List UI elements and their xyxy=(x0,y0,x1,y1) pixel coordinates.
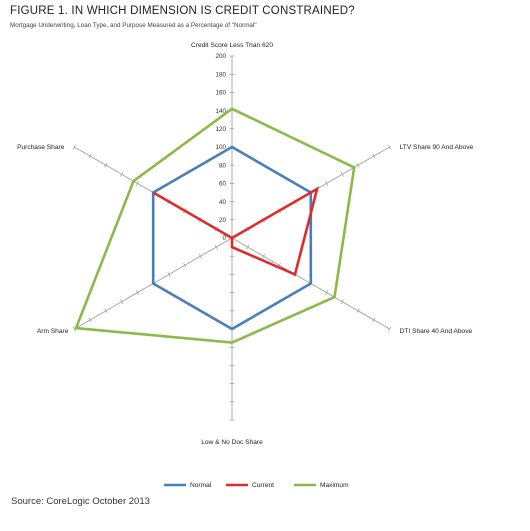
axis-label: Low & No Doc Share xyxy=(201,439,263,446)
axis-tick xyxy=(104,162,108,168)
legend-label-normal: Normal xyxy=(190,482,212,489)
r-tick-label: 20 xyxy=(219,217,227,224)
figure-title: FIGURE 1. IN WHICH DIMENSION IS CREDIT C… xyxy=(10,5,355,17)
axis-tick xyxy=(372,317,376,323)
axis-tick xyxy=(261,253,266,259)
axis-tick xyxy=(198,253,203,259)
axis-tick xyxy=(120,299,124,305)
r-tick-label: 120 xyxy=(215,126,226,133)
r-tick-label: 140 xyxy=(215,108,226,115)
axis-label: DTI Share 40 And Above xyxy=(400,328,473,335)
r-tick-label: 0 xyxy=(222,235,226,242)
r-tick-label: 160 xyxy=(215,90,226,97)
axis-tick xyxy=(246,244,250,250)
legend-label-maximum: Maximum xyxy=(320,482,349,489)
source-note: Source: CoreLogic October 2013 xyxy=(11,496,150,507)
axis-tick xyxy=(183,262,187,268)
series-maximum-line xyxy=(74,107,356,344)
axis-tick xyxy=(388,326,392,332)
axis-tick xyxy=(325,290,329,295)
r-tick-label: 60 xyxy=(219,181,227,188)
axis-tick xyxy=(214,244,218,250)
axis-tick xyxy=(104,308,108,314)
r-tick-label: 80 xyxy=(219,162,227,169)
r-tick-label: 100 xyxy=(215,144,226,151)
axis-tick xyxy=(340,299,344,305)
axis-tick xyxy=(356,308,360,314)
legend-label-current: Current xyxy=(252,482,274,489)
axis-label: Arm Share xyxy=(37,328,69,335)
r-tick-label: 40 xyxy=(219,199,227,206)
axis-label: Purchase Share xyxy=(17,144,65,151)
axis-tick xyxy=(388,144,392,150)
r-tick-label: 180 xyxy=(215,71,226,78)
axis-tick xyxy=(72,144,76,150)
axis-tick xyxy=(325,181,329,186)
axis-tick xyxy=(135,181,139,186)
axis-tick xyxy=(120,171,124,177)
axis-tick xyxy=(135,290,139,295)
axis-tick xyxy=(356,162,360,168)
axis-tick xyxy=(88,317,92,323)
axis-tick xyxy=(340,171,344,177)
axis-tick xyxy=(167,272,171,277)
axis-label: LTV Share 90 And Above xyxy=(400,144,474,151)
axis-label: Credit Score Less Than 620 xyxy=(191,42,273,49)
figure-subtitle: Mortgage Underwriting, Loan Type, and Pu… xyxy=(10,22,257,29)
axis-tick xyxy=(372,153,376,159)
axis-tick xyxy=(88,153,92,159)
r-tick-label: 200 xyxy=(215,53,226,60)
series-current-line xyxy=(152,186,320,277)
